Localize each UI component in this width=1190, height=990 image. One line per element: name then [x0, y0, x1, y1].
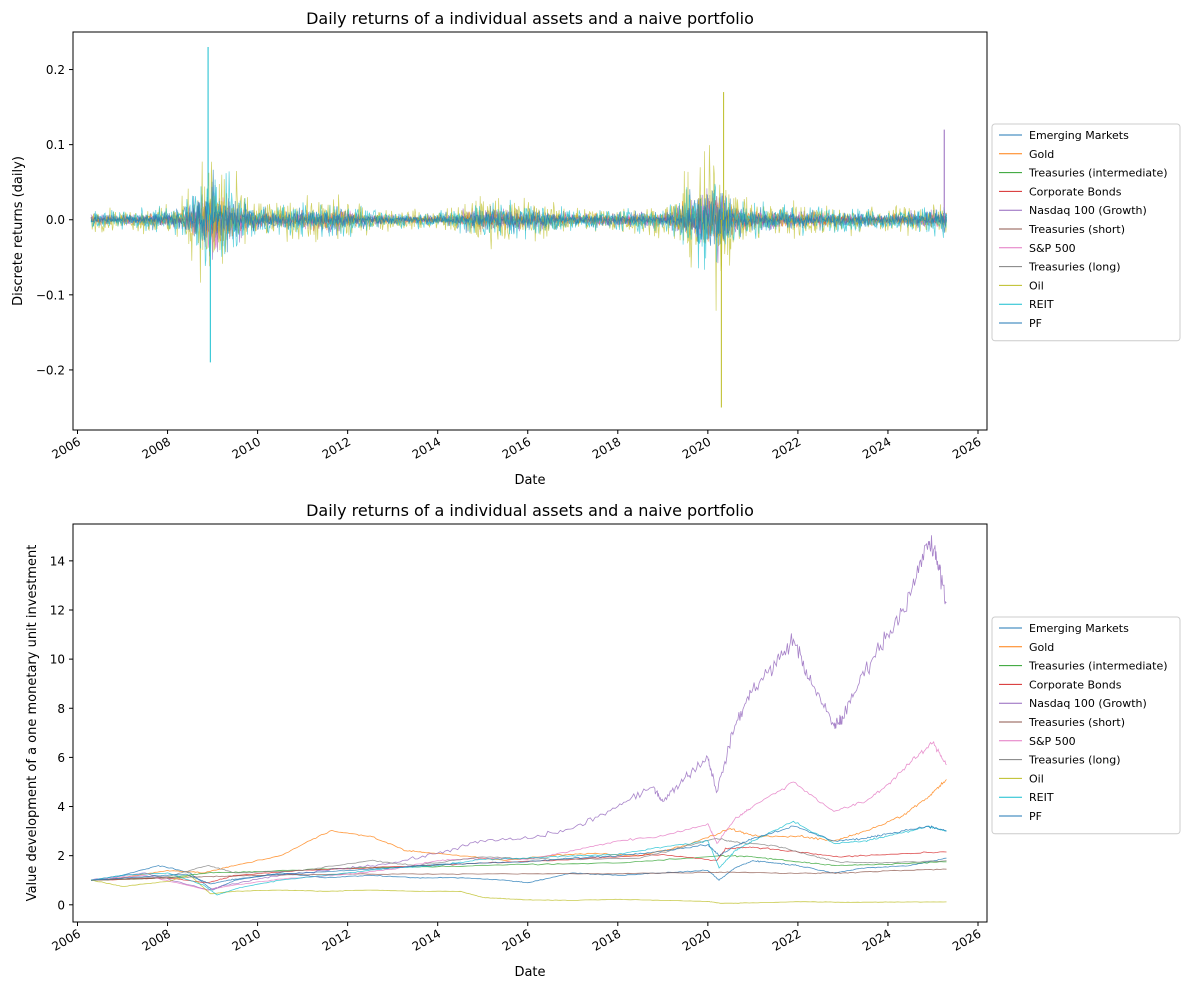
series-line-nasdaq-100-growth- [90, 535, 947, 891]
y-tick-label: 0.2 [46, 63, 65, 77]
chart-panel-1: Daily returns of a individual assets and… [11, 9, 1181, 488]
chart-title: Daily returns of a individual assets and… [306, 9, 754, 28]
legend-entry: Oil [1029, 772, 1044, 785]
series-line-oil [91, 874, 947, 904]
legend-entry: Gold [1029, 641, 1054, 654]
legend-entry: Emerging Markets [1029, 622, 1129, 635]
y-tick-label: 2 [57, 849, 65, 863]
legend-box [991, 616, 1181, 835]
legend-entry: Gold [1029, 148, 1054, 161]
series-line-treasuries-short- [90, 868, 947, 881]
x-axis-label: Date [514, 473, 545, 488]
series-line-pf [90, 186, 947, 246]
legend-entry: Corporate Bonds [1029, 185, 1122, 198]
legend-entry: REIT [1029, 791, 1054, 804]
legend-entry: Treasuries (intermediate) [1028, 660, 1168, 673]
y-tick-label: 0.0 [46, 213, 65, 227]
series-line-treasuries-intermediate- [90, 854, 947, 881]
y-tick-label: 4 [57, 800, 65, 814]
y-tick-label: 6 [57, 751, 65, 765]
y-tick-label: 0.1 [46, 138, 65, 152]
series-line-corporate-bonds [90, 846, 947, 884]
plot-area [90, 535, 947, 904]
y-tick-label: 10 [50, 653, 65, 667]
legend-entry: Treasuries (short) [1028, 223, 1125, 236]
legend-entry: Nasdaq 100 (Growth) [1029, 204, 1147, 217]
y-tick-label: 14 [50, 554, 65, 568]
legend-entry: Treasuries (short) [1028, 716, 1125, 729]
legend-entry: REIT [1029, 298, 1054, 311]
plot-area [90, 47, 947, 408]
legend-entry: Treasuries (intermediate) [1028, 167, 1168, 180]
y-tick-label: 12 [50, 603, 65, 617]
y-axis-label: Discrete returns (daily) [11, 156, 26, 306]
legend: Emerging Markets Gold Treasuries (intermed… [991, 123, 1181, 342]
chart-panel-2: Daily returns of a individual assets and… [25, 501, 1181, 980]
legend-entry: S&P 500 [1029, 242, 1076, 255]
legend-entry: Oil [1029, 279, 1044, 292]
y-axis-label: Value development of a one monetary unit… [25, 545, 40, 902]
y-tick-label: 0 [57, 898, 65, 912]
y-tick-label: 8 [57, 702, 65, 716]
legend: Emerging Markets Gold Treasuries (intermed… [991, 616, 1181, 835]
legend-entry: Treasuries (long) [1028, 754, 1121, 767]
y-tick-label: −0.1 [36, 288, 65, 302]
chart-title: Daily returns of a individual assets and… [306, 501, 754, 520]
legend-entry: Corporate Bonds [1029, 678, 1122, 691]
y-tick-label: −0.2 [36, 363, 65, 377]
legend-entry: S&P 500 [1029, 735, 1076, 748]
legend-entry: Nasdaq 100 (Growth) [1029, 697, 1147, 710]
axes-frame [72, 31, 988, 431]
series-line-s-p-500 [90, 741, 947, 891]
legend-entry: Emerging Markets [1029, 129, 1129, 142]
legend-entry: Treasuries (long) [1028, 261, 1121, 274]
legend-entry: PF [1029, 317, 1042, 330]
legend-entry: PF [1029, 810, 1042, 823]
legend-box [991, 123, 1181, 342]
axes-frame [72, 523, 988, 923]
x-axis-label: Date [514, 965, 545, 980]
series-line-reit [90, 820, 947, 896]
series-line-pf [90, 825, 947, 885]
